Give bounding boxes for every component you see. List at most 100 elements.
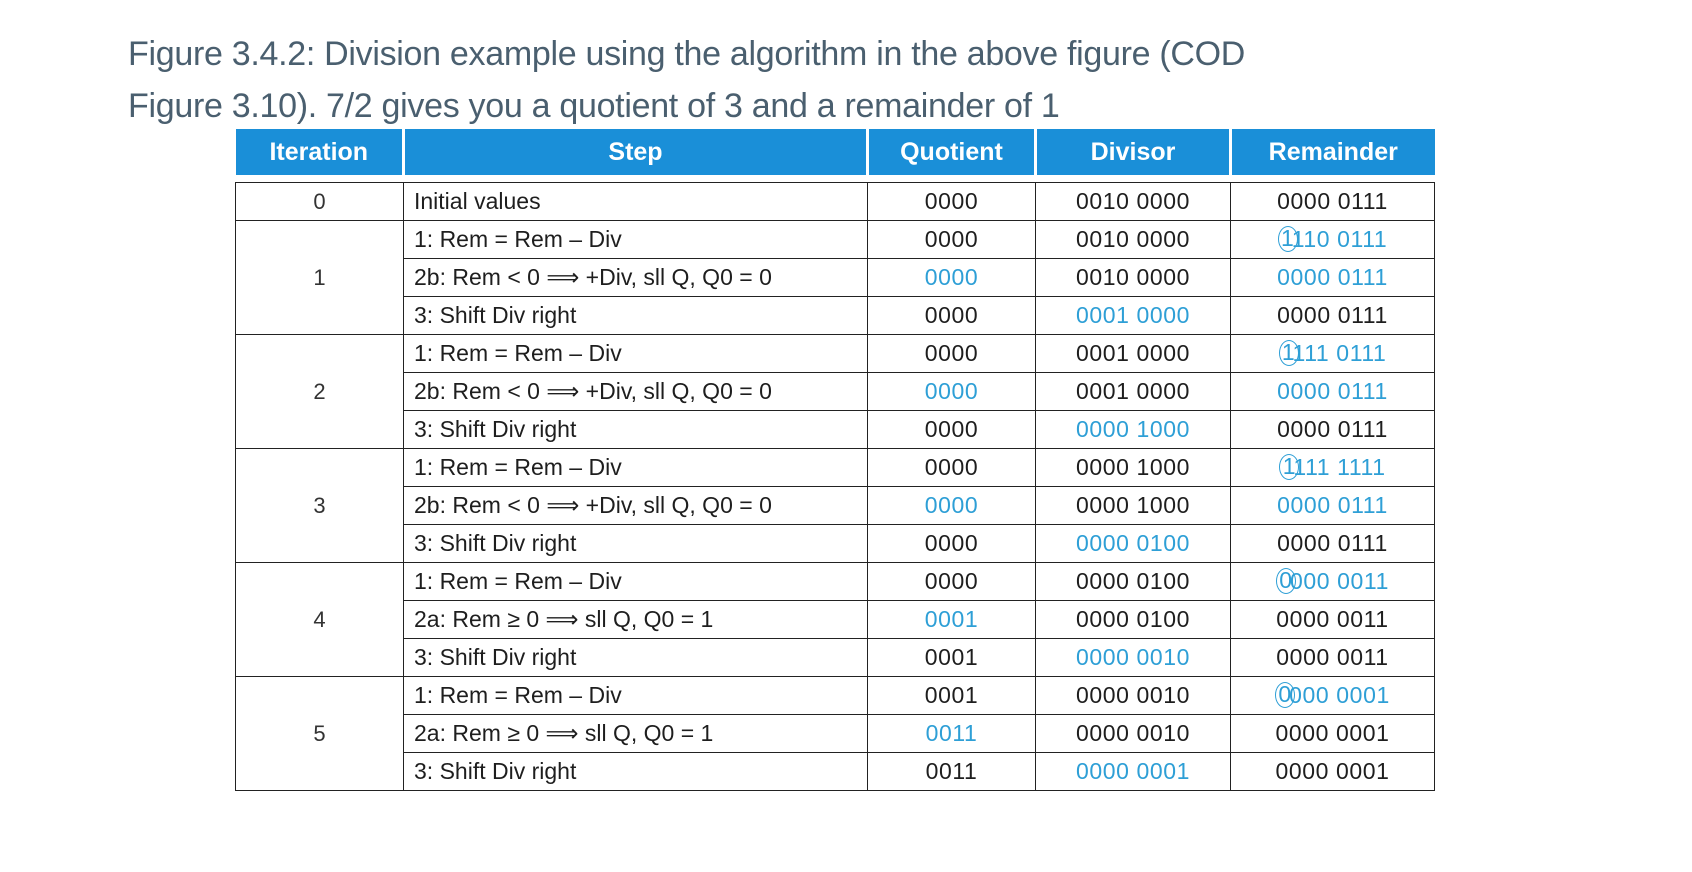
quotient-cell: 0000	[867, 524, 1036, 563]
remainder-value: 0000 0111	[1277, 264, 1388, 290]
table-row: 3: Shift Div right 0000 0000 0100 0000 0111	[236, 524, 1435, 563]
table-row: 0 Initial values 0000 0010 0000 0000 0111	[235, 182, 1435, 221]
step-cell: Initial values	[403, 182, 868, 221]
remainder-value: 0000 0001	[1275, 720, 1390, 746]
caption-line-2: Figure 3.10). 7/2 gives you a quotient o…	[128, 87, 1060, 125]
divisor-cell: 0000 0100	[1035, 600, 1231, 639]
remainder-value: 000 0001	[1289, 681, 1390, 708]
divisor-cell: 0001 0000	[1035, 334, 1231, 373]
circled-sign-bit: 1	[1279, 454, 1300, 481]
step-cell: 2a: Rem ≥ 0 ⟹ sll Q, Q0 = 1	[403, 600, 868, 639]
step-cell: 1: Rem = Rem – Div	[403, 334, 868, 373]
header-iteration: Iteration	[235, 129, 405, 175]
divisor-cell: 0000 1000	[1035, 486, 1231, 525]
step-cell: 1: Rem = Rem – Div	[403, 448, 868, 487]
remainder-cell: 0000 0111	[1230, 372, 1435, 411]
step-cell: 3: Shift Div right	[403, 638, 868, 677]
remainder-value: 0000 0001	[1275, 758, 1390, 784]
header-divisor: Divisor	[1034, 129, 1232, 175]
remainder-value: 000 0011	[1289, 567, 1390, 594]
quotient-cell: 0000	[867, 296, 1036, 335]
divisor-cell: 0010 0000	[1035, 182, 1231, 221]
quotient-cell: 0000	[867, 562, 1036, 601]
step-cell: 1: Rem = Rem – Div	[403, 562, 868, 601]
step-cell: 1: Rem = Rem – Div	[403, 220, 868, 259]
remainder-value: 110 0111	[1291, 225, 1388, 252]
step-cell: 2b: Rem < 0 ⟹ +Div, sll Q, Q0 = 0	[403, 486, 868, 525]
circled-sign-bit: 0	[1275, 568, 1296, 595]
remainder-value: 0000 0111	[1277, 188, 1388, 214]
remainder-cell: 0000 0001	[1230, 714, 1435, 753]
quotient-cell: 0000	[867, 220, 1036, 259]
divisor-cell: 0000 0010	[1035, 676, 1231, 715]
remainder-cell: 0000 0001	[1230, 752, 1435, 791]
remainder-value: 0000 0011	[1276, 606, 1389, 632]
quotient-cell: 0011	[867, 714, 1036, 753]
remainder-value: 0000 0111	[1277, 492, 1388, 518]
divisor-cell: 0000 0100	[1035, 562, 1231, 601]
divisor-cell: 0000 0010	[1035, 638, 1231, 677]
divisor-cell: 0010 0000	[1035, 258, 1231, 297]
quotient-cell: 0001	[867, 600, 1036, 639]
remainder-value: 0000 0111	[1277, 416, 1388, 442]
iteration-cell: 5	[235, 676, 404, 791]
table-row: 2b: Rem < 0 ⟹ +Div, sll Q, Q0 = 0 0000 001…	[236, 258, 1435, 297]
division-table: Iteration Step Quotient Divisor Remainde…	[235, 129, 1435, 791]
remainder-value: 0000 0111	[1277, 302, 1388, 328]
divisor-cell: 0000 1000	[1035, 410, 1231, 449]
remainder-value: 111 0111	[1292, 339, 1387, 366]
remainder-cell: 0000 0111	[1230, 486, 1435, 525]
remainder-cell: 0000 0111	[1230, 296, 1435, 335]
table-row: 5 1: Rem = Rem – Div 0001 0000 0010 0000 000…	[235, 676, 1435, 791]
divisor-cell: 0000 0010	[1035, 714, 1231, 753]
step-cell: 1: Rem = Rem – Div	[403, 676, 868, 715]
iteration-cell: 2	[235, 334, 404, 449]
iteration-cell: 1	[235, 220, 404, 335]
quotient-cell: 0000	[867, 182, 1036, 221]
circled-sign-bit: 0	[1275, 682, 1296, 709]
step-cell: 3: Shift Div right	[403, 410, 868, 449]
divisor-cell: 0000 0001	[1035, 752, 1231, 791]
remainder-cell: 0000 0111	[1230, 410, 1435, 449]
quotient-cell: 0000	[867, 410, 1036, 449]
quotient-cell: 0000	[867, 486, 1036, 525]
header-quotient: Quotient	[866, 129, 1037, 175]
circled-sign-bit: 1	[1277, 226, 1298, 253]
divisor-cell: 0000 1000	[1035, 448, 1231, 487]
table-row: 2a: Rem ≥ 0 ⟹ sll Q, Q0 = 1 0001 0000 0100…	[236, 600, 1435, 639]
table-row: 3 1: Rem = Rem – Div 0000 0000 1000 1111 111…	[235, 448, 1435, 563]
quotient-cell: 0000	[867, 448, 1036, 487]
divisor-cell: 0010 0000	[1035, 220, 1231, 259]
header-step: Step	[402, 129, 869, 175]
step-cell: 3: Shift Div right	[403, 296, 868, 335]
step-cell: 3: Shift Div right	[403, 752, 868, 791]
step-cell: 2b: Rem < 0 ⟹ +Div, sll Q, Q0 = 0	[403, 258, 868, 297]
table-row: 3: Shift Div right 0000 0001 0000 0000 0111	[236, 296, 1435, 335]
table-row: 2a: Rem ≥ 0 ⟹ sll Q, Q0 = 1 0011 0000 0010…	[236, 714, 1435, 753]
table-row: 2b: Rem < 0 ⟹ +Div, sll Q, Q0 = 0 0000 000…	[236, 486, 1435, 525]
table-row: 4 1: Rem = Rem – Div 0000 0000 0100 0000 001…	[235, 562, 1435, 677]
remainder-value: 0000 0111	[1277, 530, 1388, 556]
table-row: 3: Shift Div right 0011 0000 0001 0000 0001	[236, 752, 1435, 791]
remainder-cell: 0000 0011	[1230, 562, 1435, 601]
table-row: 3: Shift Div right 0001 0000 0010 0000 0011	[236, 638, 1435, 677]
quotient-cell: 0000	[867, 258, 1036, 297]
divisor-cell: 0000 0100	[1035, 524, 1231, 563]
table-header: Iteration Step Quotient Divisor Remainde…	[235, 129, 1435, 175]
step-cell: 3: Shift Div right	[403, 524, 868, 563]
remainder-cell: 1110 0111	[1230, 220, 1435, 259]
quotient-cell: 0001	[867, 676, 1036, 715]
table-row: 3: Shift Div right 0000 0000 1000 0000 0111	[236, 410, 1435, 449]
step-cell: 2a: Rem ≥ 0 ⟹ sll Q, Q0 = 1	[403, 714, 868, 753]
iteration-cell: 3	[235, 448, 404, 563]
divisor-cell: 0001 0000	[1035, 372, 1231, 411]
table-row: 2 1: Rem = Rem – Div 0000 0001 0000 1111 011…	[235, 334, 1435, 449]
remainder-cell: 0000 0011	[1230, 600, 1435, 639]
remainder-cell: 0000 0001	[1230, 676, 1435, 715]
circled-sign-bit: 1	[1278, 340, 1299, 367]
remainder-cell: 0000 0011	[1230, 638, 1435, 677]
header-remainder: Remainder	[1229, 129, 1435, 175]
remainder-cell: 0000 0111	[1230, 258, 1435, 297]
figure-caption: Figure 3.4.2: Division example using the…	[128, 28, 1368, 132]
remainder-cell: 1111 1111	[1230, 448, 1435, 487]
